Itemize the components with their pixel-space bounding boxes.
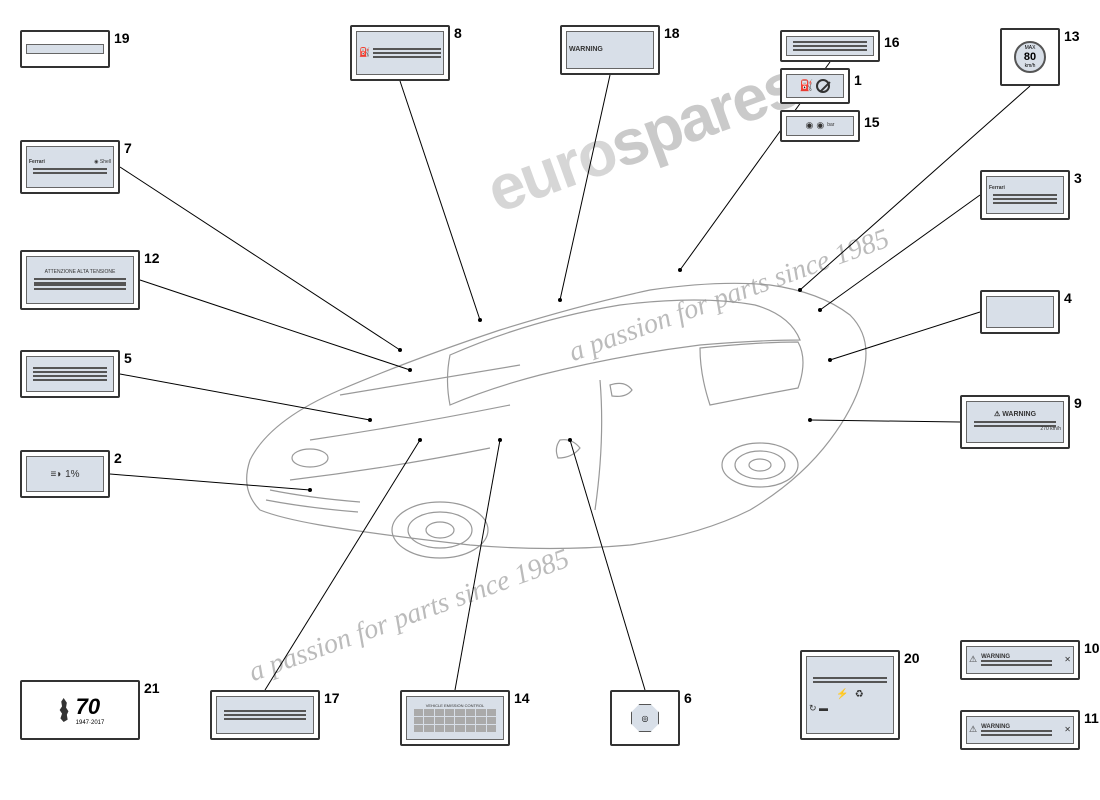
callout-16 — [780, 30, 880, 62]
callout-4 — [980, 290, 1060, 334]
callout-8: ⛽ — [350, 25, 450, 81]
callout-number-18: 18 — [664, 25, 680, 41]
callout-15: ◉◉bar — [780, 110, 860, 142]
callout-number-1: 1 — [854, 72, 862, 88]
callout-1: ⛽ — [780, 68, 850, 104]
callout-20: ⚡♻↻ ▬ — [800, 650, 900, 740]
car-svg — [200, 180, 900, 580]
callout-number-2: 2 — [114, 450, 122, 466]
callout-number-7: 7 — [124, 140, 132, 156]
callout-number-11: 11 — [1084, 710, 1099, 726]
callout-5 — [20, 350, 120, 398]
callout-number-10: 10 — [1084, 640, 1100, 656]
callout-17 — [210, 690, 320, 740]
callout-10: ⚠WARNING✕ — [960, 640, 1080, 680]
callout-number-3: 3 — [1074, 170, 1082, 186]
callout-number-17: 17 — [324, 690, 340, 706]
callout-18: WARNING — [560, 25, 660, 75]
callout-number-19: 19 — [114, 30, 130, 46]
callout-number-12: 12 — [144, 250, 160, 266]
callout-number-14: 14 — [514, 690, 530, 706]
callout-2: ≡◗ 1% — [20, 450, 110, 498]
callout-14: VEHICLE EMISSION CONTROL — [400, 690, 510, 746]
callout-number-20: 20 — [904, 650, 920, 666]
callout-11: ⚠WARNING✕ — [960, 710, 1080, 750]
callout-21: 701947·2017 — [20, 680, 140, 740]
callout-6: ◎ — [610, 690, 680, 746]
car-illustration — [200, 180, 900, 580]
callout-7: Ferrari◉ Shell — [20, 140, 120, 194]
callout-number-15: 15 — [864, 114, 880, 130]
callout-number-8: 8 — [454, 25, 462, 41]
callout-number-6: 6 — [684, 690, 692, 706]
callout-number-5: 5 — [124, 350, 132, 366]
callout-number-4: 4 — [1064, 290, 1072, 306]
callout-number-16: 16 — [884, 34, 900, 50]
callout-3: Ferrari — [980, 170, 1070, 220]
callout-19 — [20, 30, 110, 68]
callout-12: ATTENZIONE ALTA TENSIONE — [20, 250, 140, 310]
callout-number-9: 9 — [1074, 395, 1082, 411]
callout-13: MAX80km/h — [1000, 28, 1060, 86]
callout-9: ⚠ WARNING270 km/h — [960, 395, 1070, 449]
callout-number-21: 21 — [144, 680, 160, 696]
callout-number-13: 13 — [1064, 28, 1080, 44]
